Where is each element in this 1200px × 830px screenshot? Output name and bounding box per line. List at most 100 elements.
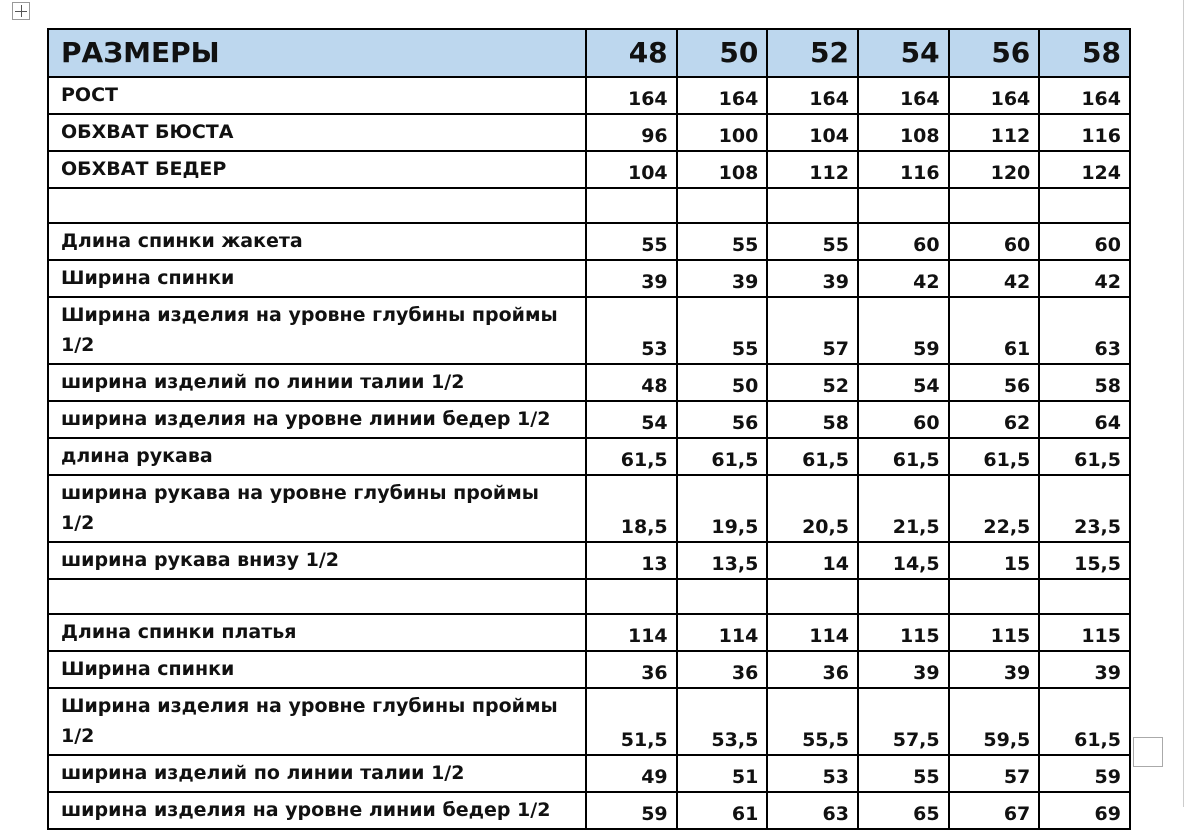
cell-value: 116: [1038, 113, 1131, 152]
cell-value: 61: [675, 791, 769, 830]
cell-value: 48: [585, 28, 678, 78]
cell-value: 42: [947, 259, 1041, 298]
cell-value: 55,5: [766, 687, 859, 756]
table-row: ширина изделия на уровне линии бедер 1/2…: [47, 791, 1131, 830]
empty-cell: [47, 578, 587, 615]
cell-value: 54: [585, 400, 678, 439]
row-label: РОСТ: [47, 76, 587, 115]
table-move-handle[interactable]: [12, 2, 30, 20]
cell-value: 60: [947, 222, 1041, 261]
cell-value: 51,5: [585, 687, 678, 756]
cell-value: 58: [766, 400, 859, 439]
header-row: РАЗМЕРЫ 48 50 52 54 56 58: [47, 28, 1131, 78]
page-edge: [1183, 0, 1184, 807]
row-label: ширина рукава внизу 1/2: [47, 541, 587, 580]
empty-cell: [1038, 187, 1131, 224]
cell-value: 61,5: [675, 437, 769, 476]
cell-value: 21,5: [856, 474, 950, 543]
cell-value: 13,5: [675, 541, 769, 580]
cell-value: 39: [766, 259, 859, 298]
empty-cell: [1038, 578, 1131, 615]
cell-value: 59,5: [947, 687, 1041, 756]
cell-value: 39: [947, 650, 1041, 689]
table-row: ОБХВАТ БЕДЕР 104 108 112 116 120 124: [47, 150, 1131, 189]
empty-cell: [856, 578, 950, 615]
cell-value: 36: [675, 650, 769, 689]
cell-value: 108: [675, 150, 769, 189]
cell-value: 104: [766, 113, 859, 152]
cell-value: 164: [947, 76, 1041, 115]
table-row: Ширина изделия на уровне глубины проймы …: [47, 296, 1131, 365]
table-row: Длина спинки платья 114 114 114 115 115 115: [47, 613, 1131, 652]
cell-value: 124: [1038, 150, 1131, 189]
cell-value: 164: [856, 76, 950, 115]
cell-value: 57,5: [856, 687, 950, 756]
cell-value: 60: [856, 400, 950, 439]
cell-value: 52: [766, 28, 859, 78]
empty-cell: [766, 578, 859, 615]
table-row: РОСТ 164 164 164 164 164 164: [47, 76, 1131, 115]
cell-value: 116: [856, 150, 950, 189]
cell-value: 59: [585, 791, 678, 830]
cell-value: 39: [856, 650, 950, 689]
cell-value: 104: [585, 150, 678, 189]
cell-value: 61,5: [856, 437, 950, 476]
cell-value: 61: [947, 296, 1041, 365]
row-label: Ширина изделия на уровне глубины проймы …: [47, 296, 587, 365]
cell-value: 164: [1038, 76, 1131, 115]
cell-value: 120: [947, 150, 1041, 189]
cell-value: 20,5: [766, 474, 859, 543]
row-label: ширина изделий по линии талии 1/2: [47, 363, 587, 402]
spacer-row: [47, 578, 1131, 615]
cell-value: 114: [675, 613, 769, 652]
cell-value: 56: [947, 28, 1041, 78]
row-label: РАЗМЕРЫ: [47, 28, 587, 78]
cell-value: 56: [947, 363, 1041, 402]
cell-value: 51: [675, 754, 769, 793]
empty-cell: [947, 187, 1041, 224]
row-label: Длина спинки платья: [47, 613, 587, 652]
table-row: ширина рукава внизу 1/2 13 13,5 14 14,5 15 15,…: [47, 541, 1131, 580]
table-row: длина рукава 61,5 61,5 61,5 61,5 61,5 61,5: [47, 437, 1131, 476]
cell-value: 62: [947, 400, 1041, 439]
cell-value: 115: [947, 613, 1041, 652]
table-row: Ширина спинки 36 36 36 39 39 39: [47, 650, 1131, 689]
cell-value: 58: [1038, 28, 1131, 78]
cell-value: 63: [1038, 296, 1131, 365]
cell-value: 115: [1038, 613, 1131, 652]
cell-value: 61,5: [585, 437, 678, 476]
empty-cell: [766, 187, 859, 224]
cell-value: 49: [585, 754, 678, 793]
cell-value: 56: [675, 400, 769, 439]
cell-value: 42: [1038, 259, 1131, 298]
cell-value: 39: [1038, 650, 1131, 689]
row-label: длина рукава: [47, 437, 587, 476]
cell-value: 65: [856, 791, 950, 830]
table-resize-handle[interactable]: [1133, 737, 1163, 767]
cell-value: 61,5: [766, 437, 859, 476]
cell-value: 48: [585, 363, 678, 402]
cell-value: 108: [856, 113, 950, 152]
table-row: Ширина изделия на уровне глубины проймы …: [47, 687, 1131, 756]
row-label: ОБХВАТ БЮСТА: [47, 113, 587, 152]
cell-value: 96: [585, 113, 678, 152]
cell-value: 164: [675, 76, 769, 115]
cell-value: 112: [766, 150, 859, 189]
cell-value: 112: [947, 113, 1041, 152]
empty-cell: [585, 578, 678, 615]
cell-value: 61,5: [1038, 687, 1131, 756]
cell-value: 164: [766, 76, 859, 115]
cell-value: 63: [766, 791, 859, 830]
table-row: Длина спинки жакета 55 55 55 60 60 60: [47, 222, 1131, 261]
table-row: Ширина спинки 39 39 39 42 42 42: [47, 259, 1131, 298]
cell-value: 54: [856, 28, 950, 78]
row-label: Длина спинки жакета: [47, 222, 587, 261]
cell-value: 59: [856, 296, 950, 365]
cell-value: 57: [947, 754, 1041, 793]
empty-cell: [585, 187, 678, 224]
cell-value: 114: [585, 613, 678, 652]
cell-value: 53: [585, 296, 678, 365]
cell-value: 22,5: [947, 474, 1041, 543]
cell-value: 55: [675, 222, 769, 261]
cell-value: 55: [766, 222, 859, 261]
